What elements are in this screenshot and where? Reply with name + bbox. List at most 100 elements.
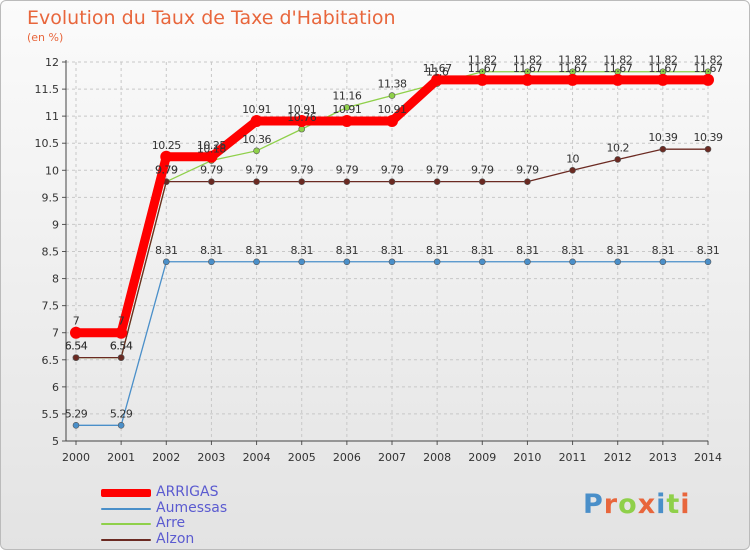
y-tick-label: 7.5 bbox=[42, 300, 60, 313]
legend-swatch-aumessas bbox=[101, 507, 151, 510]
legend-swatch-arre bbox=[101, 523, 151, 525]
data-label-arrigas: 10.91 bbox=[378, 103, 407, 116]
data-point-arre bbox=[253, 147, 260, 155]
legend-swatch-arrigas bbox=[101, 489, 151, 497]
data-label-alzon: 10.2 bbox=[606, 141, 629, 154]
data-label-aumessas: 8.31 bbox=[561, 244, 584, 257]
y-tick-label: 6.5 bbox=[42, 354, 60, 367]
data-label-arrigas: 7 bbox=[118, 315, 125, 328]
data-label-alzon: 6.54 bbox=[65, 340, 88, 353]
data-point-alzon bbox=[72, 354, 80, 361]
data-point-alzon bbox=[388, 178, 396, 185]
data-point-alzon bbox=[659, 145, 667, 153]
data-label-arrigas: 10.25 bbox=[152, 139, 181, 152]
data-label-arre: 11.82 bbox=[468, 54, 497, 67]
data-point-aumessas bbox=[343, 258, 351, 266]
data-point-arrigas bbox=[476, 73, 489, 86]
data-point-alzon bbox=[298, 178, 306, 185]
data-point-arre bbox=[388, 92, 396, 99]
data-point-aumessas bbox=[478, 258, 486, 266]
y-tick-label: 11.5 bbox=[35, 83, 60, 96]
data-label-arrigas: 11.67 bbox=[423, 62, 452, 75]
data-label-aumessas: 8.31 bbox=[426, 244, 449, 257]
x-tick-label: 2003 bbox=[197, 451, 225, 464]
data-point-alzon bbox=[569, 166, 576, 174]
data-point-arrigas bbox=[205, 150, 218, 163]
legend: ARRIGAS Aumessas Arre Alzon bbox=[101, 484, 321, 548]
legend-swatch-alzon bbox=[101, 538, 151, 541]
x-tick-label: 2009 bbox=[468, 451, 496, 464]
data-point-arrigas bbox=[160, 150, 173, 163]
data-point-aumessas bbox=[72, 421, 80, 429]
y-tick-label: 5 bbox=[52, 435, 59, 448]
data-label-arre: 11.6 bbox=[426, 66, 449, 79]
data-label-alzon: 9.79 bbox=[290, 164, 313, 177]
data-label-aumessas: 8.31 bbox=[245, 244, 268, 257]
data-point-arrigas bbox=[611, 73, 624, 86]
x-tick-label: 2004 bbox=[243, 451, 271, 464]
data-label-aumessas: 8.31 bbox=[471, 244, 494, 257]
data-point-aumessas bbox=[208, 258, 215, 266]
data-label-alzon: 9.79 bbox=[245, 164, 268, 177]
data-label-arre: 6.54 bbox=[110, 340, 133, 353]
data-point-aumessas bbox=[298, 258, 306, 266]
data-point-alzon bbox=[343, 178, 351, 185]
data-point-arre bbox=[298, 125, 306, 133]
x-tick-label: 2000 bbox=[62, 451, 90, 464]
y-tick-label: 8 bbox=[52, 273, 59, 286]
x-tick-label: 2011 bbox=[559, 451, 587, 464]
data-label-arre: 11.82 bbox=[694, 54, 723, 67]
data-label-arre: 10.18 bbox=[197, 143, 226, 156]
data-label-arre: 11.82 bbox=[558, 54, 587, 67]
data-point-aumessas bbox=[569, 258, 576, 266]
data-label-arre: 9.79 bbox=[155, 164, 178, 177]
data-point-arrigas bbox=[115, 326, 128, 339]
data-label-alzon: 9.79 bbox=[155, 164, 178, 177]
data-label-arrigas: 11.67 bbox=[468, 62, 497, 75]
data-label-arrigas: 7 bbox=[73, 315, 80, 328]
data-point-alzon bbox=[208, 178, 215, 185]
data-label-aumessas: 8.31 bbox=[290, 244, 313, 257]
data-label-arrigas: 11.67 bbox=[513, 62, 542, 75]
data-label-aumessas: 8.31 bbox=[652, 244, 675, 257]
data-label-alzon: 10.39 bbox=[648, 131, 677, 144]
data-point-arrigas bbox=[702, 73, 714, 86]
data-label-alzon: 9.79 bbox=[516, 164, 539, 177]
data-label-arrigas: 10.25 bbox=[197, 139, 226, 152]
logo-letter: i bbox=[656, 489, 667, 520]
data-point-aumessas bbox=[433, 258, 441, 266]
legend-label-aumessas: Aumessas bbox=[156, 499, 228, 516]
legend-item-alzon: Alzon bbox=[101, 531, 321, 548]
legend-item-arrigas: ARRIGAS bbox=[101, 484, 321, 501]
logo-letter: r bbox=[603, 489, 619, 520]
data-point-aumessas bbox=[117, 421, 125, 429]
data-label-arrigas: 11.67 bbox=[694, 62, 723, 75]
x-tick-label: 2002 bbox=[152, 451, 180, 464]
legend-label-arre: Arre bbox=[156, 515, 186, 531]
data-point-aumessas bbox=[388, 258, 396, 266]
y-tick-label: 10.5 bbox=[35, 137, 60, 150]
data-label-alzon: 9.79 bbox=[336, 164, 359, 177]
y-tick-label: 11 bbox=[45, 110, 59, 123]
data-label-alzon: 9.79 bbox=[381, 164, 404, 177]
data-label-alzon: 10.39 bbox=[694, 131, 723, 144]
y-tick-label: 6 bbox=[52, 381, 59, 394]
data-label-arre: 10.36 bbox=[242, 133, 271, 146]
data-point-alzon bbox=[117, 354, 125, 361]
data-label-arre: 11.82 bbox=[648, 54, 677, 67]
data-point-aumessas bbox=[253, 258, 260, 266]
data-point-aumessas bbox=[524, 258, 531, 266]
data-label-aumessas: 8.31 bbox=[155, 244, 178, 257]
data-point-alzon bbox=[433, 178, 441, 185]
data-label-aumessas: 8.31 bbox=[697, 244, 720, 257]
data-label-arre: 11.16 bbox=[332, 89, 361, 102]
data-point-arrigas bbox=[431, 73, 444, 86]
data-label-alzon: 9.79 bbox=[471, 164, 494, 177]
data-label-aumessas: 8.31 bbox=[516, 244, 539, 257]
logo-letter: o bbox=[618, 489, 638, 520]
data-label-arre: 10.76 bbox=[287, 111, 316, 124]
logo-letter: P bbox=[583, 489, 604, 520]
y-tick-label: 9.5 bbox=[42, 191, 60, 204]
